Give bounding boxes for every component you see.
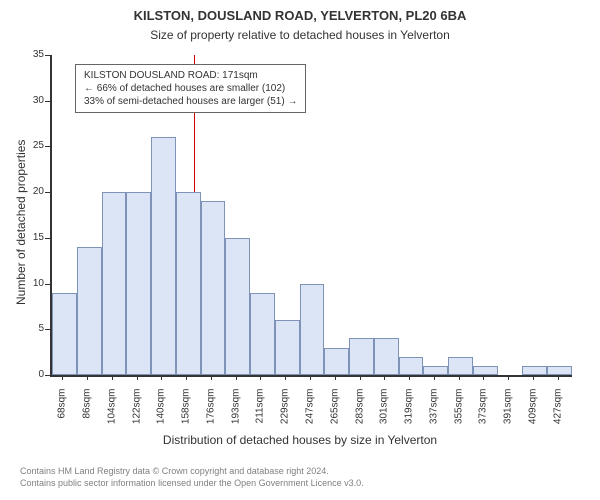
footer-attribution: Contains HM Land Registry data © Crown c… [20, 466, 364, 489]
histogram-bar [250, 293, 275, 375]
annotation-line: ← 66% of detached houses are smaller (10… [84, 82, 297, 95]
xtick-mark [112, 375, 113, 380]
histogram-bar [399, 357, 424, 375]
ytick-label: 0 [20, 369, 44, 380]
histogram-bar [448, 357, 473, 375]
histogram-bar [176, 192, 201, 375]
histogram-bar [349, 338, 374, 375]
xtick-mark [409, 375, 410, 380]
xtick-mark [483, 375, 484, 380]
histogram-bar [547, 366, 572, 375]
histogram-bar [126, 192, 151, 375]
ytick-mark [45, 375, 50, 376]
xtick-mark [62, 375, 63, 380]
xtick-label: 176sqm [205, 389, 216, 439]
ytick-mark [45, 101, 50, 102]
xtick-label: 391sqm [503, 389, 514, 439]
xtick-mark [186, 375, 187, 380]
annotation-box: KILSTON DOUSLAND ROAD: 171sqm← 66% of de… [75, 64, 306, 113]
histogram-bar [423, 366, 448, 375]
ytick-label: 30 [20, 95, 44, 106]
ytick-mark [45, 284, 50, 285]
footer-line: Contains HM Land Registry data © Crown c… [20, 466, 364, 478]
xtick-label: 409sqm [527, 389, 538, 439]
ytick-label: 10 [20, 278, 44, 289]
histogram-bar [77, 247, 102, 375]
histogram-bar [324, 348, 349, 375]
histogram-bar [374, 338, 399, 375]
xtick-label: 158sqm [181, 389, 192, 439]
ytick-label: 20 [20, 186, 44, 197]
xtick-label: 104sqm [106, 389, 117, 439]
xtick-label: 86sqm [82, 389, 93, 439]
xtick-mark [434, 375, 435, 380]
xtick-label: 211sqm [255, 389, 266, 439]
histogram-bar [52, 293, 77, 375]
histogram-bar [201, 201, 226, 375]
xtick-mark [459, 375, 460, 380]
histogram-bar [300, 284, 325, 375]
xtick-mark [558, 375, 559, 380]
xtick-label: 193sqm [230, 389, 241, 439]
xtick-label: 319sqm [404, 389, 415, 439]
histogram-bar [522, 366, 547, 375]
footer-line: Contains public sector information licen… [20, 478, 364, 490]
ytick-label: 15 [20, 232, 44, 243]
xtick-mark [508, 375, 509, 380]
title-address: KILSTON, DOUSLAND ROAD, YELVERTON, PL20 … [0, 8, 600, 23]
ytick-mark [45, 329, 50, 330]
xtick-mark [211, 375, 212, 380]
xtick-label: 122sqm [131, 389, 142, 439]
xtick-label: 247sqm [305, 389, 316, 439]
ytick-label: 25 [20, 140, 44, 151]
xtick-mark [310, 375, 311, 380]
histogram-bar [102, 192, 127, 375]
xtick-mark [87, 375, 88, 380]
histogram-bar [473, 366, 498, 375]
xtick-mark [335, 375, 336, 380]
xtick-label: 355sqm [453, 389, 464, 439]
ytick-label: 35 [20, 49, 44, 60]
xtick-mark [285, 375, 286, 380]
xtick-mark [533, 375, 534, 380]
histogram-bar [275, 320, 300, 375]
xtick-mark [260, 375, 261, 380]
xtick-label: 283sqm [354, 389, 365, 439]
xtick-label: 337sqm [428, 389, 439, 439]
ytick-mark [45, 55, 50, 56]
ytick-mark [45, 192, 50, 193]
xtick-mark [161, 375, 162, 380]
xtick-mark [236, 375, 237, 380]
title-subtitle: Size of property relative to detached ho… [0, 28, 600, 42]
annotation-line: KILSTON DOUSLAND ROAD: 171sqm [84, 69, 297, 82]
xtick-mark [137, 375, 138, 380]
ytick-mark [45, 146, 50, 147]
ytick-label: 5 [20, 323, 44, 334]
ytick-mark [45, 238, 50, 239]
xtick-mark [360, 375, 361, 380]
xtick-label: 140sqm [156, 389, 167, 439]
annotation-line: 33% of semi-detached houses are larger (… [84, 95, 297, 108]
xtick-mark [384, 375, 385, 380]
histogram-bar [225, 238, 250, 375]
xtick-label: 68sqm [57, 389, 68, 439]
xtick-label: 427sqm [552, 389, 563, 439]
xtick-label: 265sqm [329, 389, 340, 439]
xtick-label: 229sqm [280, 389, 291, 439]
xtick-label: 373sqm [478, 389, 489, 439]
histogram-bar [151, 137, 176, 375]
xtick-label: 301sqm [379, 389, 390, 439]
